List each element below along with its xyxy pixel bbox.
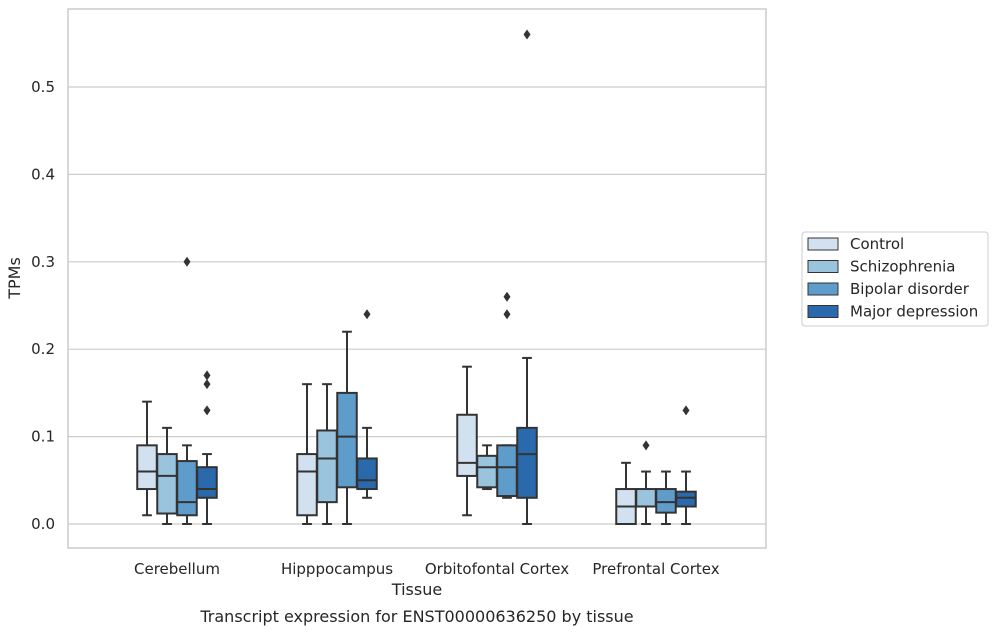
legend-label: Schizophrenia: [850, 258, 955, 276]
box-schizophrenia: [156, 426, 178, 525]
box-bipolar-disorder: [496, 291, 518, 499]
y-tick-label: 0.0: [31, 515, 55, 533]
y-axis-ticks: 0.0 0.1 0.2 0.3 0.4 0.5: [31, 78, 55, 533]
iqr-box: [176, 460, 198, 517]
x-axis-ticks: Cerebellum Hipppocampus Orbitofontal Corte…: [134, 560, 720, 578]
legend-swatch: [807, 237, 839, 251]
box-control: [136, 400, 158, 517]
box-major-depression: [196, 370, 218, 525]
outlier-point: [203, 379, 211, 390]
iqr-box: [655, 488, 677, 514]
iqr-box: [316, 429, 338, 504]
iqr-box: [476, 454, 498, 489]
iqr-box: [196, 466, 218, 499]
x-tick-label: Cerebellum: [134, 560, 220, 578]
outlier-point: [203, 370, 211, 381]
x-axis-label: Tissue: [391, 580, 442, 599]
box-control: [456, 365, 478, 517]
figure-caption: Transcript expression for ENST0000063625…: [199, 607, 633, 626]
legend: Control Schizophrenia Bipolar disorder Majo…: [801, 231, 989, 327]
iqr-box: [136, 444, 158, 491]
iqr-box: [156, 453, 178, 515]
outlier-point: [363, 309, 371, 320]
box-control: [296, 383, 318, 525]
box-bipolar-disorder: [336, 330, 358, 525]
iqr-box: [675, 490, 697, 508]
legend-swatch: [807, 305, 839, 318]
outlier-point: [682, 405, 690, 416]
legend-item: Major depression: [807, 303, 978, 321]
iqr-box: [496, 444, 518, 498]
legend-swatch: [807, 260, 839, 273]
y-tick-label: 0.2: [31, 340, 55, 358]
y-tick-label: 0.4: [31, 165, 55, 183]
iqr-box: [635, 488, 657, 508]
legend-label: Bipolar disorder: [850, 280, 970, 298]
legend-item: Bipolar disorder: [807, 280, 970, 298]
legend-label: Major depression: [850, 303, 978, 321]
y-tick-label: 0.1: [31, 428, 55, 446]
outlier-point: [203, 405, 211, 416]
outlier-point: [183, 256, 191, 267]
iqr-box: [296, 453, 318, 517]
y-tick-label: 0.3: [31, 253, 55, 271]
legend-frame: [801, 231, 989, 327]
iqr-box: [336, 391, 358, 489]
box-schizophrenia: [316, 383, 338, 525]
box-bipolar-disorder: [655, 470, 677, 525]
legend-item: Schizophrenia: [807, 258, 955, 276]
x-tick-label: Prefrontal Cortex: [592, 560, 719, 578]
y-tick-label: 0.5: [31, 78, 55, 96]
box-schizophrenia: [635, 440, 657, 525]
x-tick-label: Hipppocampus: [281, 560, 393, 578]
legend-item: Control: [807, 235, 904, 253]
box-major-depression: [356, 309, 378, 499]
iqr-box: [516, 426, 538, 499]
box-bipolar-disorder: [176, 256, 198, 525]
iqr-box: [356, 457, 378, 491]
outlier-point: [523, 29, 531, 40]
box-major-depression: [675, 405, 697, 525]
y-axis-label: TPMs: [5, 257, 24, 300]
outlier-point: [503, 309, 511, 320]
plot-frame: [67, 8, 767, 549]
box-plot-marks: [136, 29, 697, 526]
box-major-depression: [516, 29, 538, 525]
legend-label: Control: [850, 235, 904, 253]
x-tick-label: Orbitofontal Cortex: [425, 560, 569, 578]
iqr-box: [456, 413, 478, 477]
outlier-point: [503, 291, 511, 302]
legend-swatch: [807, 282, 839, 296]
outlier-point: [642, 440, 650, 451]
box-schizophrenia: [476, 444, 498, 491]
box-control: [615, 461, 637, 526]
